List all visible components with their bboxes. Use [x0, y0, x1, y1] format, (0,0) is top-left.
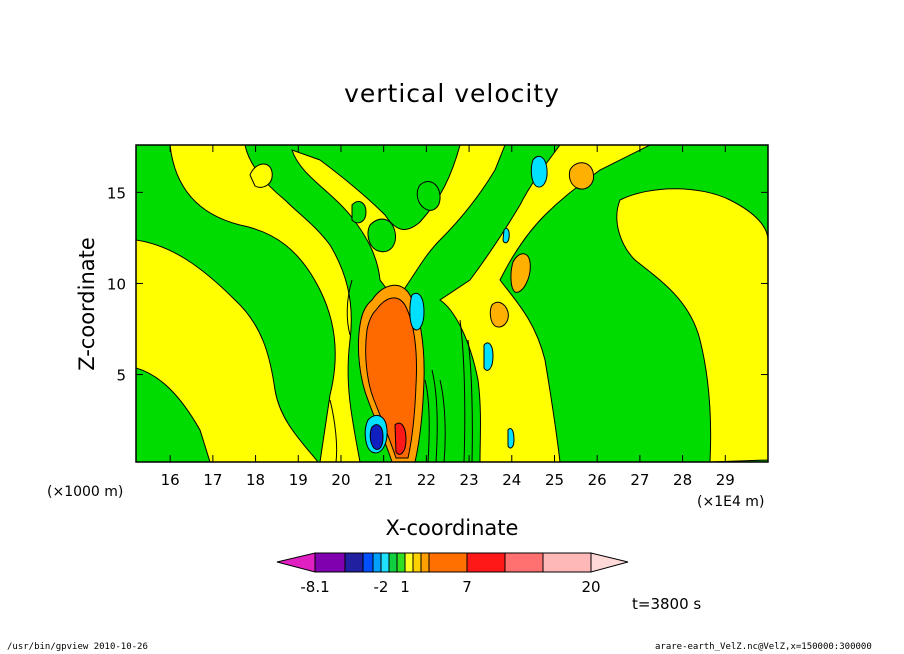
colorbar-swatch [412, 552, 422, 573]
colorbar-label: -8.1 [300, 578, 329, 596]
x-tick-label: 28 [673, 471, 692, 489]
x-tick-label: 23 [460, 471, 479, 489]
x-tick-label: 25 [545, 471, 564, 489]
x-tick-label: 17 [203, 471, 222, 489]
y-tick-label: 10 [107, 275, 126, 293]
y-axis: 5 10 15 [107, 184, 768, 385]
colorbar-swatch [344, 552, 364, 573]
colorbar-label: 7 [462, 578, 472, 596]
contour-downdraft [364, 155, 548, 454]
y-tick-label: 5 [116, 367, 126, 385]
x-axis: 16 17 18 19 20 21 22 23 24 25 26 27 28 29 [161, 145, 735, 489]
x-tick-label: 29 [716, 471, 735, 489]
colorbar-swatch [388, 552, 398, 573]
x-tick-label: 27 [630, 471, 649, 489]
colorbar-swatch [314, 552, 346, 573]
colorbar-swatch [466, 552, 506, 573]
chart-title: vertical velocity [344, 79, 560, 108]
colorbar-label: 1 [400, 578, 410, 596]
contour-lines [329, 279, 473, 462]
colorbar-min-arrow [276, 552, 316, 573]
time-label: t=3800 s [632, 595, 701, 613]
y-tick-label: 15 [107, 184, 126, 202]
colorbar-swatch [420, 552, 430, 573]
colorbar-swatch [380, 552, 390, 573]
colorbar-label: -2 [374, 578, 389, 596]
colorbar-swatch [504, 552, 544, 573]
plot-area [135, 144, 769, 463]
colorbar-label: 20 [581, 578, 600, 596]
colorbar [276, 552, 629, 573]
colorbar-swatch [372, 552, 382, 573]
x-axis-unit-right: (×1E4 m) [697, 494, 764, 510]
x-axis-unit-left: (×1000 m) [47, 484, 123, 500]
colorbar-labels: -8.1 -2 1 7 20 [300, 578, 600, 596]
x-tick-label: 18 [246, 471, 265, 489]
x-tick-label: 26 [588, 471, 607, 489]
x-tick-label: 19 [289, 471, 308, 489]
colorbar-swatch [428, 552, 468, 573]
colorbar-swatch [542, 552, 592, 573]
colorbar-swatch [362, 552, 374, 573]
contour-orange [489, 162, 594, 328]
footer-left: /usr/bin/gpview 2010-10-26 [7, 642, 148, 652]
footer-right: arare-earth_VelZ.nc@VelZ,x=150000:300000 [655, 642, 872, 652]
y-axis-label: Z-coordinate [75, 237, 99, 371]
x-tick-label: 24 [502, 471, 521, 489]
x-tick-label: 21 [374, 471, 393, 489]
colorbar-max-arrow [590, 552, 629, 573]
plot-frame [135, 144, 769, 463]
colorbar-swatch [404, 552, 414, 573]
colorbar-swatch [396, 552, 406, 573]
x-tick-label: 16 [161, 471, 180, 489]
contour-green [351, 181, 441, 253]
x-axis-label: X-coordinate [386, 516, 519, 540]
x-tick-label: 22 [417, 471, 436, 489]
x-tick-label: 20 [331, 471, 350, 489]
